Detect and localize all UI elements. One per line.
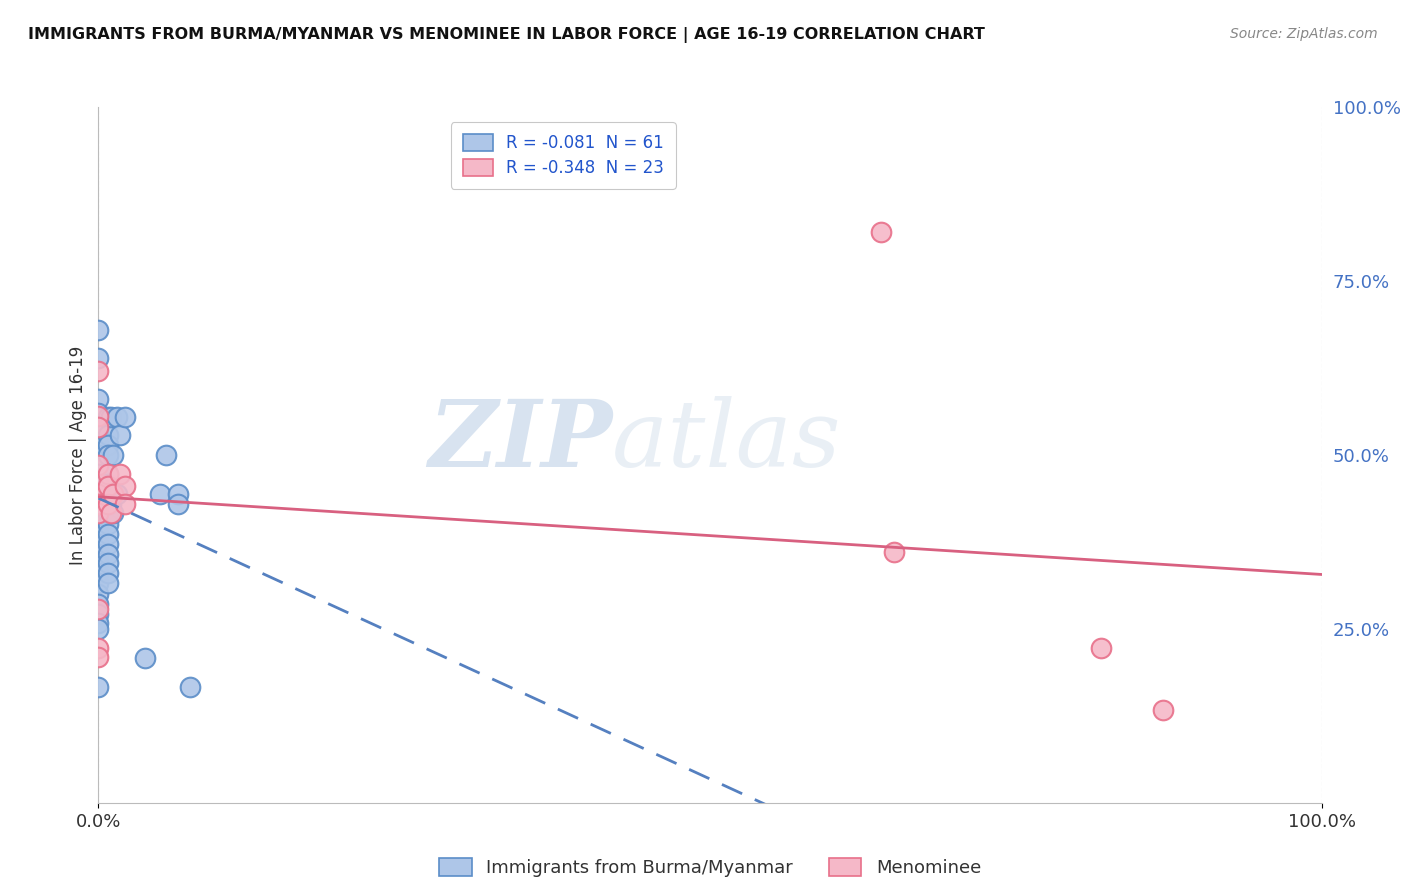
Point — [97, 467, 120, 482]
Point — [97, 547, 120, 561]
Point — [87, 602, 110, 616]
Point — [87, 409, 110, 424]
Point — [87, 587, 110, 601]
Point — [87, 507, 110, 521]
Point — [87, 458, 110, 472]
Point — [87, 597, 110, 611]
Point — [87, 477, 110, 491]
Point — [87, 649, 110, 664]
Point — [97, 497, 120, 511]
Point — [87, 616, 110, 631]
Point — [87, 547, 110, 561]
Point — [87, 448, 110, 462]
Point — [110, 428, 132, 442]
Point — [87, 351, 110, 365]
Point — [100, 487, 122, 501]
Point — [97, 438, 120, 452]
Point — [105, 487, 128, 501]
Text: atlas: atlas — [612, 396, 842, 486]
Point — [167, 487, 190, 501]
Point — [87, 576, 110, 591]
Point — [101, 507, 124, 521]
Text: ZIP: ZIP — [427, 396, 612, 486]
Point — [87, 557, 110, 571]
Text: Source: ZipAtlas.com: Source: ZipAtlas.com — [1230, 27, 1378, 41]
Point — [97, 497, 120, 511]
Point — [87, 409, 110, 423]
Point — [101, 487, 124, 501]
Point — [97, 507, 120, 521]
Point — [105, 409, 128, 424]
Point — [87, 438, 110, 452]
Point — [97, 487, 120, 501]
Point — [97, 428, 120, 442]
Point — [870, 225, 893, 239]
Point — [114, 478, 136, 492]
Point — [1090, 641, 1112, 656]
Point — [97, 566, 120, 581]
Point — [87, 406, 110, 420]
Point — [87, 537, 110, 551]
Point — [101, 448, 124, 462]
Point — [87, 566, 110, 581]
Point — [87, 420, 110, 434]
Point — [114, 409, 136, 424]
Point — [87, 507, 110, 521]
Point — [87, 467, 110, 482]
Point — [87, 420, 110, 434]
Point — [87, 364, 110, 378]
Point — [97, 448, 120, 462]
Point — [100, 507, 122, 521]
Point — [87, 448, 110, 462]
Point — [97, 557, 120, 571]
Point — [155, 448, 177, 462]
Point — [179, 681, 201, 695]
Point — [87, 487, 110, 501]
Point — [87, 517, 110, 532]
Point — [87, 487, 110, 501]
Point — [100, 409, 122, 424]
Point — [87, 458, 110, 472]
Point — [97, 576, 120, 591]
Point — [87, 527, 110, 541]
Point — [134, 651, 156, 665]
Point — [97, 409, 120, 424]
Point — [87, 622, 110, 636]
Point — [97, 527, 120, 541]
Point — [883, 544, 905, 558]
Point — [87, 681, 110, 695]
Y-axis label: In Labor Force | Age 16-19: In Labor Force | Age 16-19 — [69, 345, 87, 565]
Point — [87, 477, 110, 491]
Point — [114, 497, 136, 511]
Point — [97, 477, 120, 491]
Point — [97, 517, 120, 532]
Point — [149, 487, 172, 501]
Point — [87, 497, 110, 511]
Point — [97, 467, 120, 482]
Point — [97, 478, 120, 492]
Point — [1152, 703, 1174, 717]
Point — [100, 497, 122, 511]
Point — [167, 497, 190, 511]
Point — [87, 392, 110, 407]
Point — [87, 497, 110, 511]
Point — [87, 428, 110, 442]
Point — [87, 607, 110, 621]
Point — [110, 467, 132, 482]
Point — [87, 323, 110, 337]
Point — [97, 537, 120, 551]
Legend: Immigrants from Burma/Myanmar, Menominee: Immigrants from Burma/Myanmar, Menominee — [432, 850, 988, 884]
Text: IMMIGRANTS FROM BURMA/MYANMAR VS MENOMINEE IN LABOR FORCE | AGE 16-19 CORRELATIO: IMMIGRANTS FROM BURMA/MYANMAR VS MENOMIN… — [28, 27, 986, 43]
Point — [87, 487, 110, 501]
Point — [87, 641, 110, 656]
